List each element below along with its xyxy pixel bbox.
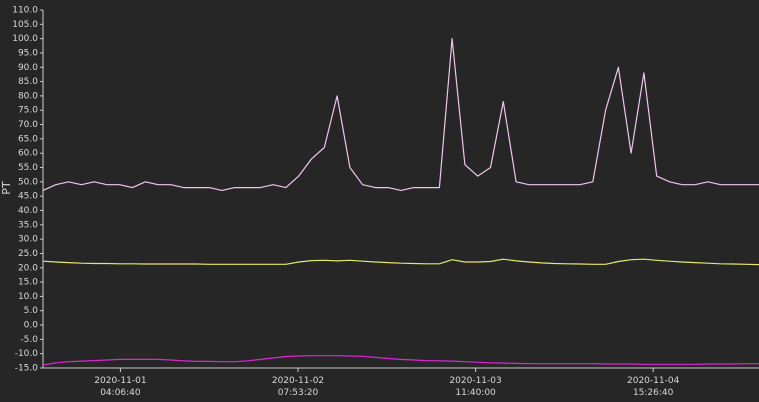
y-tick-label: 15.0 bbox=[18, 278, 38, 288]
x-tick-label: 2020-11-04 15:26:40 bbox=[627, 376, 680, 398]
y-tick-label: 5.0 bbox=[24, 306, 39, 316]
y-tick-label: -15.0 bbox=[15, 364, 39, 374]
series-line bbox=[42, 258, 759, 266]
y-tick-label: 40.0 bbox=[18, 206, 38, 216]
y-tick-label: 20.0 bbox=[18, 263, 38, 273]
y-tick-label: 60.0 bbox=[18, 149, 38, 159]
y-tick-label: 95.0 bbox=[18, 48, 38, 58]
y-tick-label: 10.0 bbox=[18, 292, 38, 302]
y-tick-label: -10.0 bbox=[15, 349, 39, 359]
y-tick-label: 80.0 bbox=[18, 91, 38, 101]
y-tick-label: 45.0 bbox=[18, 192, 38, 202]
y-tick-label: 55.0 bbox=[18, 163, 38, 173]
y-tick-label: 110.0 bbox=[12, 6, 38, 16]
y-tick-label: 75.0 bbox=[18, 106, 38, 116]
y-tick-label: -5.0 bbox=[20, 335, 38, 345]
y-tick-label: 70.0 bbox=[18, 120, 38, 130]
series-line bbox=[42, 355, 759, 366]
y-tick-label: 0.0 bbox=[24, 321, 39, 331]
series-line bbox=[42, 38, 759, 191]
y-tick-label: 65.0 bbox=[18, 134, 38, 144]
y-tick-label: 100.0 bbox=[12, 34, 38, 44]
y-axis-label: PT bbox=[0, 181, 13, 195]
y-tick-label: 30.0 bbox=[18, 235, 38, 245]
x-tick-label: 2020-11-01 04:06:40 bbox=[94, 376, 146, 398]
y-tick-label: 105.0 bbox=[12, 20, 38, 30]
y-tick-label: 90.0 bbox=[18, 63, 38, 73]
x-tick-label: 2020-11-03 11:40:00 bbox=[449, 376, 501, 398]
y-tick-label: 50.0 bbox=[18, 177, 38, 187]
y-tick-label: 35.0 bbox=[18, 220, 38, 230]
y-tick-label: 25.0 bbox=[18, 249, 38, 259]
x-tick-label: 2020-11-02 07:53:20 bbox=[272, 376, 324, 398]
y-tick-label: 85.0 bbox=[18, 77, 38, 87]
